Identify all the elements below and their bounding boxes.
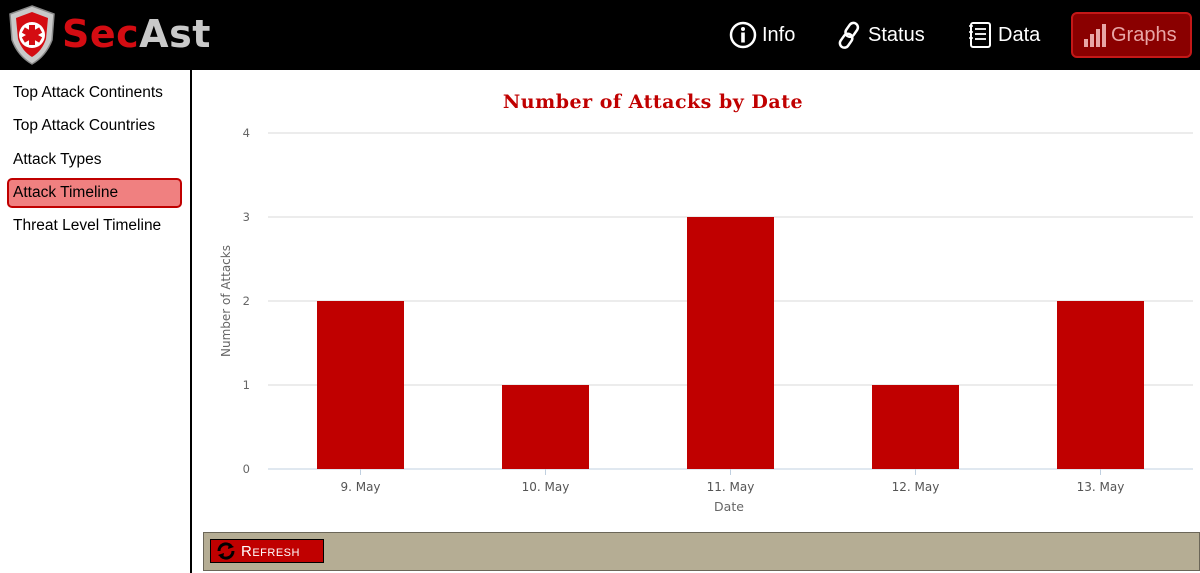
- sidebar-item-top-attack-continents[interactable]: Top Attack Continents: [13, 84, 163, 101]
- y-tick-label: 3: [243, 210, 250, 224]
- x-tick-label: 13. May: [1077, 480, 1125, 494]
- bar-chart-icon: [1084, 24, 1106, 47]
- nav-info-label: Info: [762, 23, 796, 46]
- y-tick-label: 1: [243, 378, 250, 392]
- nav-graphs[interactable]: Graphs: [1071, 12, 1192, 58]
- nav-status[interactable]: Status: [836, 12, 925, 58]
- refresh-label: Refresh: [241, 542, 300, 560]
- nav-data[interactable]: Data: [968, 12, 1040, 58]
- x-axis-label: Date: [714, 499, 744, 514]
- bar-12-may[interactable]: [872, 385, 959, 469]
- bar-13-may[interactable]: [1057, 301, 1144, 469]
- nav-graphs-label: Graphs: [1111, 23, 1177, 46]
- info-icon: [729, 21, 757, 49]
- refresh-button[interactable]: Refresh: [210, 539, 324, 563]
- chart-title: Number of Attacks by Date: [503, 91, 803, 113]
- bar-9-may[interactable]: [317, 301, 404, 469]
- refresh-icon: [217, 542, 235, 560]
- x-tick-label: 9. May: [340, 480, 380, 494]
- x-tick-label: 12. May: [892, 480, 940, 494]
- nav-status-label: Status: [868, 23, 925, 46]
- shield-logo-icon: [9, 5, 55, 65]
- sidebar-item-attack-timeline[interactable]: Attack Timeline: [7, 178, 182, 208]
- top-bar: SecAst Info Status Data: [0, 0, 1200, 70]
- nav-info[interactable]: Info: [728, 12, 795, 58]
- app-brand: SecAst: [62, 10, 211, 58]
- x-axis-ticks: 9. May 10. May 11. May 12. May 13. May: [340, 469, 1124, 494]
- bar-11-may[interactable]: [687, 217, 774, 469]
- sidebar-item-threat-level-timeline[interactable]: Threat Level Timeline: [13, 217, 162, 234]
- y-axis-ticks: 0 1 2 3 4: [243, 126, 250, 476]
- document-icon: [969, 22, 991, 48]
- sidebar-item-attack-types[interactable]: Attack Types: [13, 151, 102, 168]
- y-axis-label: Number of Attacks: [219, 245, 233, 357]
- brand-part-sec: Sec: [62, 12, 140, 56]
- y-tick-label: 2: [243, 294, 250, 308]
- bar-10-may[interactable]: [502, 385, 589, 469]
- attacks-by-date-chart: Number of Attacks by Date 0 1 2 3 4 9. May 10…: [219, 91, 1193, 514]
- chart-bars: [317, 217, 1144, 469]
- sidebar-item-top-attack-countries[interactable]: Top Attack Countries: [13, 117, 156, 134]
- brand-part-ast: Ast: [139, 12, 211, 56]
- nav-data-label: Data: [998, 23, 1041, 46]
- sidebar: Top Attack Continents Top Attack Countri…: [0, 70, 192, 573]
- y-tick-label: 4: [243, 126, 250, 140]
- x-tick-label: 10. May: [522, 480, 570, 494]
- y-tick-label: 0: [243, 462, 250, 476]
- x-tick-label: 11. May: [707, 480, 755, 494]
- link-icon: [838, 21, 860, 49]
- footer-bar: Refresh: [203, 532, 1200, 571]
